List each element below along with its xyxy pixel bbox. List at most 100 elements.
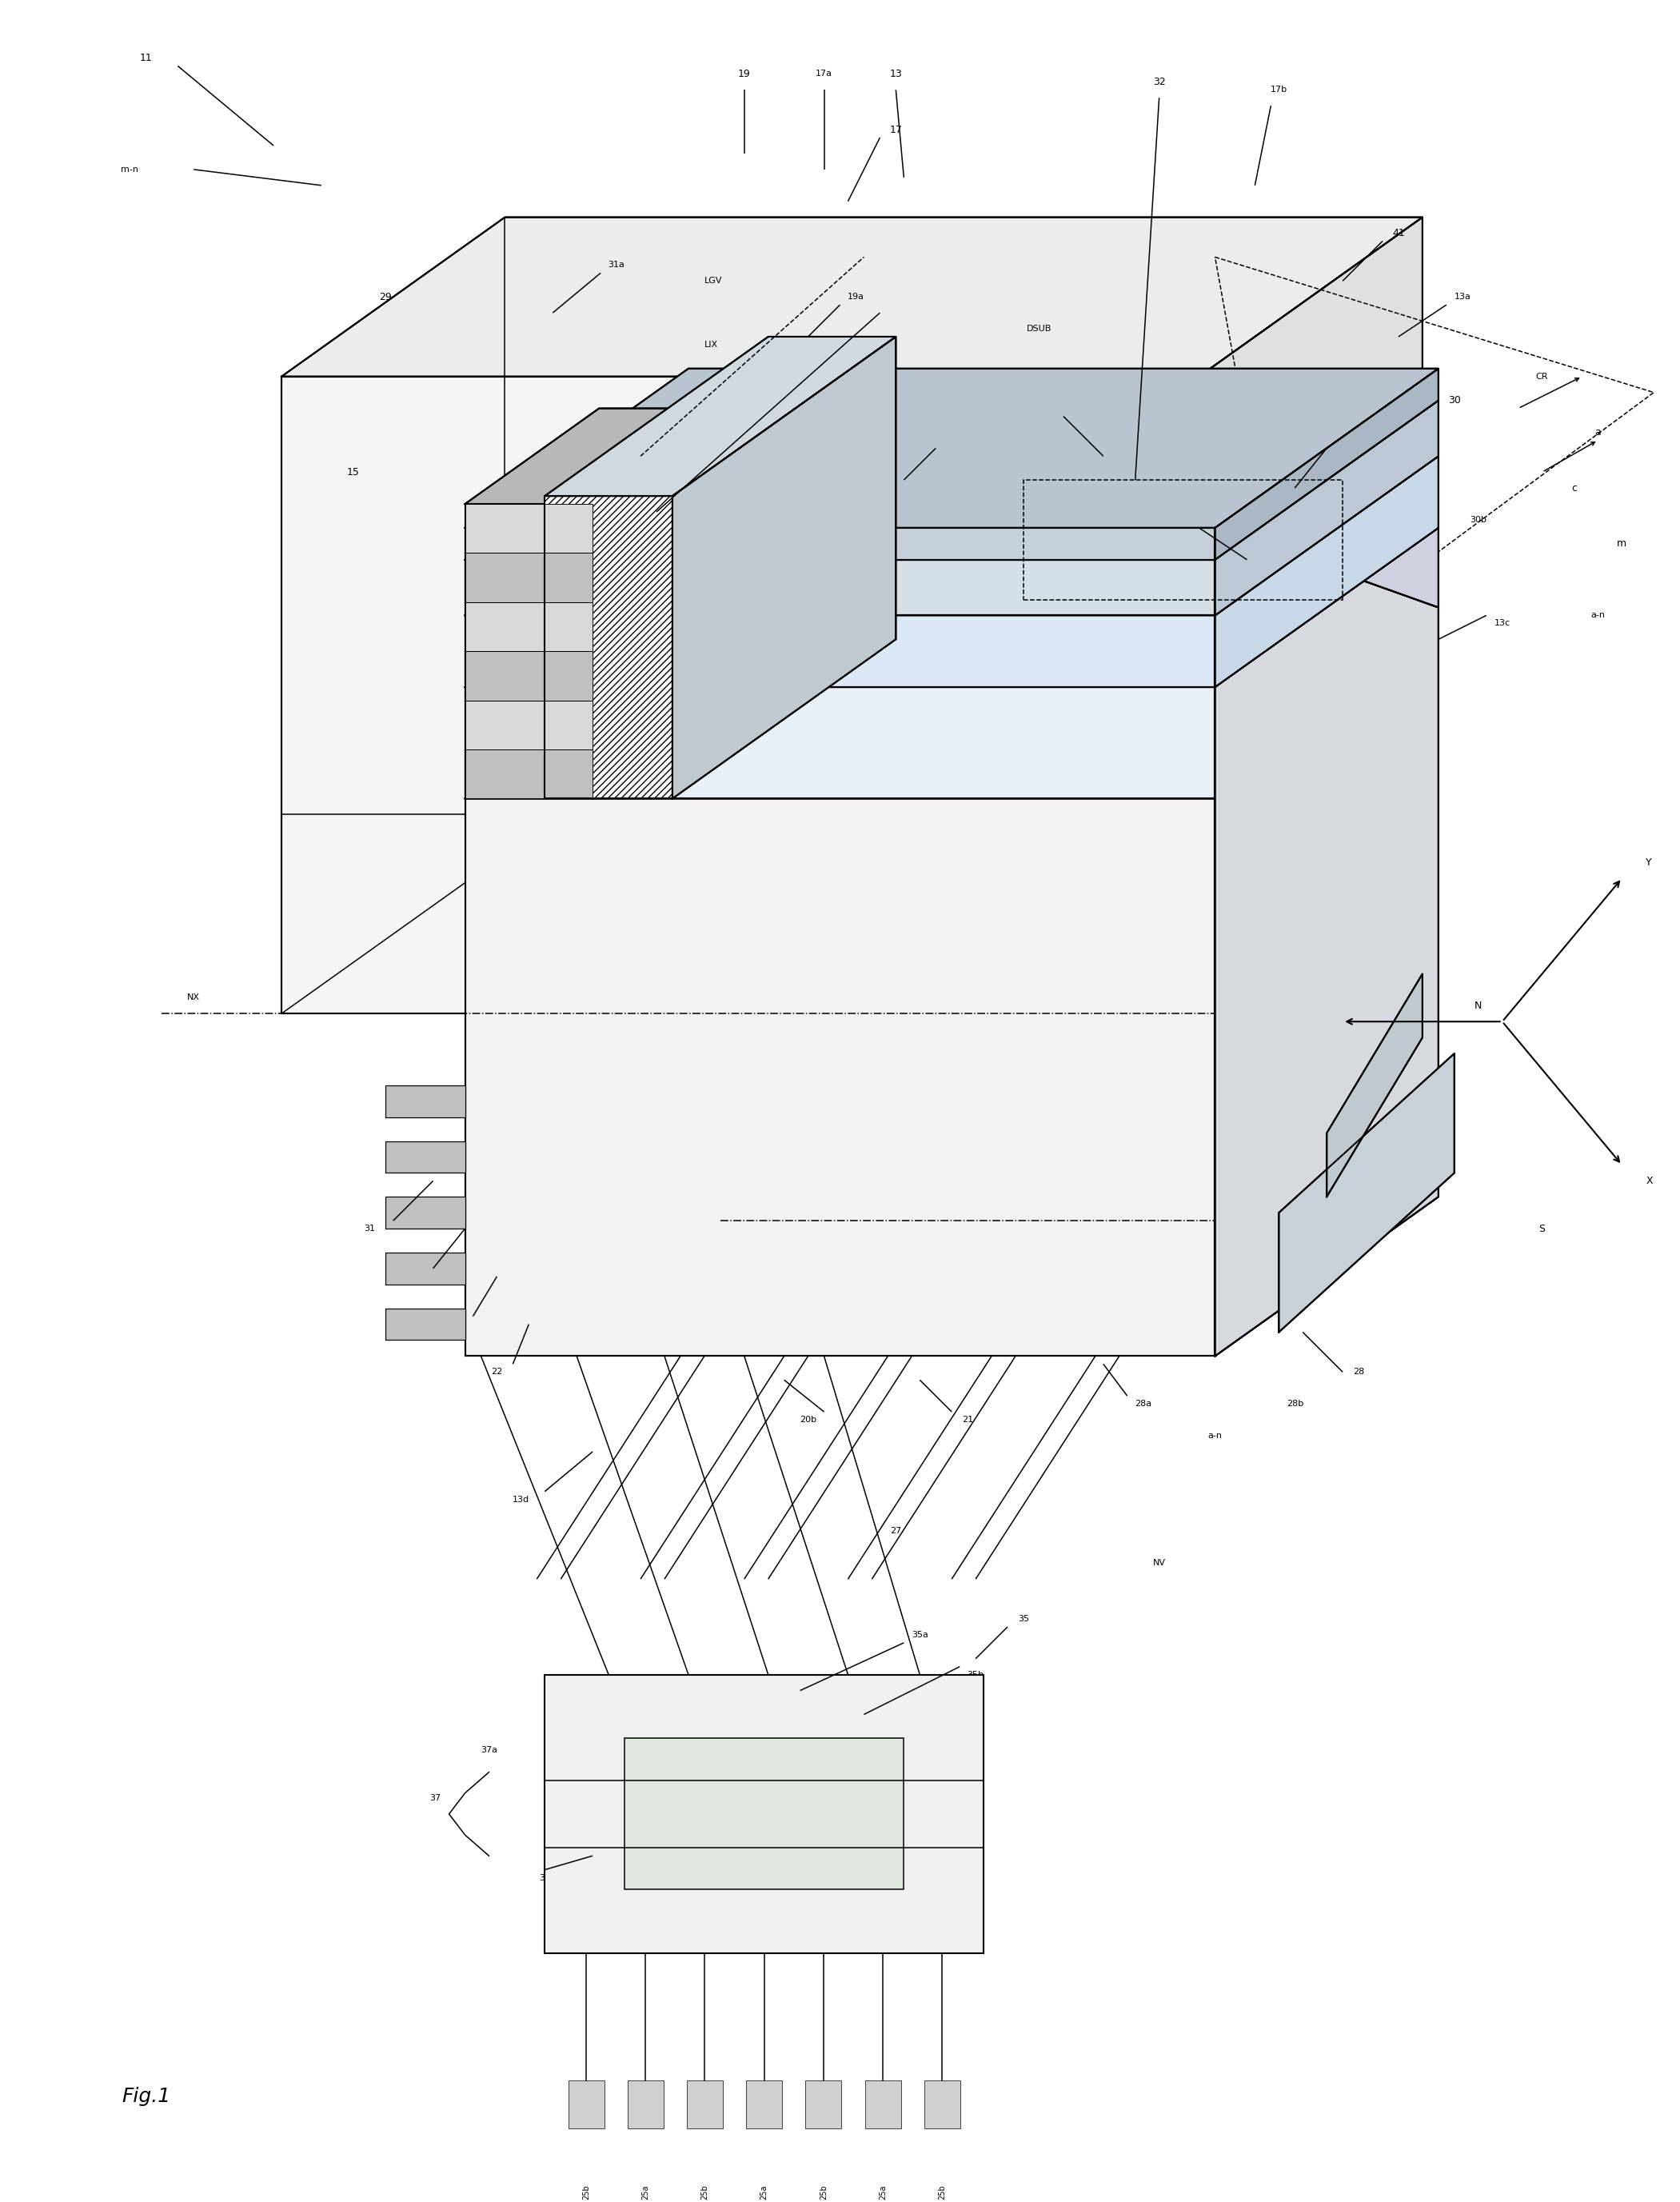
Text: 35: 35 (1018, 1614, 1030, 1623)
Polygon shape (465, 799, 1215, 1356)
Polygon shape (1215, 368, 1438, 559)
Polygon shape (385, 1198, 465, 1229)
Text: c: c (1571, 482, 1578, 493)
Polygon shape (465, 407, 727, 504)
Text: Cx: Cx (1218, 469, 1228, 476)
Text: 13a: 13a (1453, 293, 1470, 302)
Text: Fig.1: Fig.1 (123, 2087, 171, 2107)
Text: 25b: 25b (583, 2184, 590, 2200)
Text: 22: 22 (491, 1367, 502, 1376)
Text: Sc: Sc (1250, 533, 1260, 539)
Text: Y: Y (1646, 857, 1651, 868)
Polygon shape (1215, 528, 1438, 1356)
Text: 37b: 37b (553, 1786, 570, 1795)
Text: 30: 30 (1448, 394, 1460, 405)
Polygon shape (385, 1253, 465, 1284)
Text: LIX: LIX (704, 341, 717, 348)
Bar (625, 1737, 904, 1889)
Text: X: X (1646, 1176, 1653, 1187)
Polygon shape (282, 218, 1423, 377)
Bar (628, 2081, 664, 2129)
Text: 32: 32 (1152, 77, 1166, 88)
Polygon shape (465, 504, 593, 799)
Polygon shape (465, 687, 1215, 799)
Text: Z: Z (1312, 1017, 1319, 1026)
Polygon shape (1278, 1053, 1455, 1332)
Polygon shape (465, 401, 1438, 559)
Polygon shape (385, 1308, 465, 1341)
Polygon shape (465, 749, 593, 799)
Polygon shape (1215, 639, 1438, 1356)
Polygon shape (465, 528, 1215, 559)
Polygon shape (1200, 218, 1423, 1013)
Text: DSUB: DSUB (1026, 324, 1052, 333)
Text: N: N (1475, 1000, 1482, 1011)
Text: 17b: 17b (1270, 86, 1287, 95)
Text: m-n: m-n (121, 165, 139, 174)
Polygon shape (544, 337, 895, 495)
Polygon shape (465, 601, 593, 652)
Bar (687, 2081, 722, 2129)
Polygon shape (465, 504, 593, 553)
Text: 17a: 17a (816, 70, 832, 77)
Text: 25b: 25b (701, 2184, 709, 2200)
Text: 37a: 37a (480, 1746, 497, 1755)
Text: 29: 29 (380, 291, 391, 302)
Text: 20b: 20b (800, 1416, 816, 1425)
Polygon shape (465, 652, 593, 700)
Text: 30b: 30b (1470, 515, 1487, 524)
Text: 15: 15 (348, 467, 360, 478)
Polygon shape (465, 368, 1438, 528)
Text: 25: 25 (758, 1808, 771, 1819)
Text: 41: 41 (1393, 229, 1404, 238)
Polygon shape (465, 553, 593, 601)
Text: LGV: LGV (704, 277, 722, 284)
Text: 35b: 35b (968, 1671, 984, 1678)
Bar (806, 2081, 842, 2129)
Text: 33: 33 (403, 1273, 415, 1279)
Bar (924, 2081, 961, 2129)
Polygon shape (465, 700, 593, 749)
Text: a: a (1594, 427, 1601, 438)
Bar (865, 2081, 900, 2129)
Polygon shape (1215, 456, 1438, 687)
Text: 25a: 25a (879, 2184, 887, 2200)
Bar (544, 1676, 983, 1953)
Polygon shape (593, 407, 727, 799)
Text: 17: 17 (889, 126, 902, 134)
Text: 21: 21 (963, 1416, 973, 1425)
Text: CR: CR (1536, 372, 1549, 381)
Polygon shape (465, 456, 1438, 614)
Polygon shape (1215, 528, 1438, 687)
Text: 19a: 19a (848, 293, 864, 302)
Text: 39: 39 (539, 1874, 551, 1883)
Text: 37: 37 (430, 1795, 442, 1801)
Text: NX: NX (186, 993, 200, 1002)
Text: 27: 27 (890, 1528, 902, 1535)
Text: 31: 31 (363, 1224, 375, 1233)
Text: a-n: a-n (1591, 612, 1604, 619)
Polygon shape (465, 559, 1215, 614)
Polygon shape (385, 1086, 465, 1116)
Text: 13: 13 (889, 68, 902, 79)
Text: 25a: 25a (761, 2184, 768, 2200)
Text: 25b: 25b (937, 2184, 946, 2200)
Text: 13d: 13d (512, 1495, 529, 1504)
Polygon shape (672, 337, 895, 799)
Text: 30a: 30a (1206, 515, 1223, 524)
Text: 28: 28 (1352, 1367, 1364, 1376)
Polygon shape (465, 528, 1438, 687)
Bar (746, 2081, 783, 2129)
Bar (1023, 480, 1342, 599)
Text: S: S (1539, 1224, 1546, 1233)
Polygon shape (544, 495, 672, 799)
Text: 13c: 13c (1494, 619, 1510, 628)
Polygon shape (1327, 973, 1423, 1198)
Polygon shape (385, 1141, 465, 1174)
Text: NV: NV (1152, 1559, 1166, 1568)
Text: 25b: 25b (820, 2184, 828, 2200)
Text: 19: 19 (738, 68, 751, 79)
Text: m: m (1618, 539, 1626, 548)
Text: CALPHA: CALPHA (806, 388, 842, 396)
Polygon shape (282, 377, 1200, 1013)
